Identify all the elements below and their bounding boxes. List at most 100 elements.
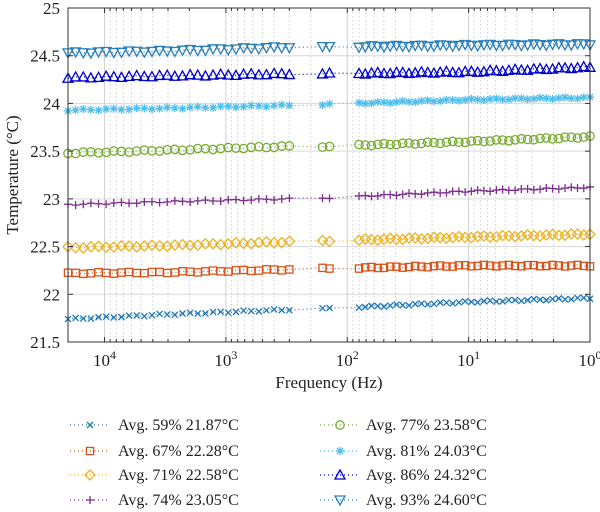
- data-point: [399, 301, 407, 309]
- data-point: [461, 95, 470, 104]
- data-point: [572, 133, 583, 143]
- data-point: [517, 297, 525, 305]
- data-point: [186, 103, 195, 112]
- data-point: [386, 98, 395, 107]
- data-point: [534, 230, 546, 243]
- data-point: [255, 308, 263, 315]
- data-point: [536, 93, 545, 102]
- data-point: [239, 196, 248, 205]
- data-point: [325, 264, 334, 273]
- data-point: [84, 71, 98, 83]
- data-point: [560, 132, 570, 143]
- data-point: [133, 312, 141, 319]
- data-point: [504, 95, 513, 104]
- data-point: [415, 65, 428, 77]
- data-point: [93, 147, 104, 158]
- data-point: [536, 296, 544, 304]
- data-point: [117, 105, 126, 114]
- data-markers: [61, 39, 597, 323]
- data-point: [145, 46, 159, 58]
- data-point: [132, 199, 141, 208]
- data-point: [517, 262, 526, 271]
- data-point: [527, 62, 540, 74]
- data-point: [554, 185, 563, 194]
- data-point: [423, 188, 432, 197]
- data-point: [278, 306, 286, 314]
- data-point: [396, 66, 409, 78]
- data-point: [540, 63, 553, 75]
- data-point: [69, 70, 82, 82]
- x-tick-label: 101: [457, 348, 480, 370]
- data-point: [374, 302, 382, 310]
- data-point: [71, 201, 80, 210]
- data-point: [84, 48, 98, 60]
- data-point: [505, 296, 513, 304]
- data-point: [498, 261, 507, 270]
- data-point: [496, 40, 509, 52]
- data-point: [193, 102, 202, 111]
- data-point: [368, 302, 375, 310]
- data-point: [411, 98, 420, 107]
- data-point: [547, 133, 558, 144]
- data-point: [192, 143, 203, 154]
- data-point: [201, 103, 210, 112]
- data-point: [379, 98, 388, 107]
- data-point: [429, 137, 439, 148]
- data-point: [186, 309, 194, 317]
- data-point: [398, 263, 407, 272]
- data-point: [380, 303, 388, 311]
- data-point: [548, 184, 557, 193]
- data-point: [139, 145, 150, 155]
- data-point: [416, 138, 427, 149]
- data-point: [435, 138, 446, 149]
- data-point: [548, 260, 557, 270]
- data-point: [396, 233, 409, 246]
- data-point: [283, 235, 296, 248]
- data-point: [191, 45, 204, 57]
- data-point: [246, 142, 257, 153]
- data-point: [461, 188, 470, 197]
- data-point: [486, 297, 494, 305]
- data-point: [460, 261, 470, 270]
- data-point: [353, 234, 365, 247]
- data-point: [316, 67, 329, 79]
- data-point: [260, 235, 273, 248]
- data-point: [215, 143, 226, 154]
- data-point: [147, 105, 156, 114]
- data-point: [147, 146, 157, 156]
- data-point: [193, 196, 202, 205]
- legend-item: Avg. 67% 22.28°C: [70, 443, 239, 460]
- data-point: [424, 300, 432, 308]
- data-point: [372, 139, 383, 150]
- data-point: [116, 146, 127, 157]
- legend-marker: [84, 469, 96, 481]
- data-point: [354, 264, 364, 273]
- data-point: [452, 40, 466, 52]
- data-point: [405, 301, 413, 309]
- data-point: [567, 261, 576, 270]
- data-point: [262, 265, 271, 274]
- data-point: [434, 40, 447, 52]
- data-point: [316, 41, 329, 53]
- data-point: [535, 262, 545, 271]
- y-tick-label: 21.5: [30, 333, 60, 352]
- data-point: [155, 104, 164, 113]
- data-point: [397, 138, 408, 149]
- data-point: [100, 46, 113, 58]
- legend-label: Avg. 77% 23.58°C: [366, 417, 487, 434]
- data-point: [361, 99, 370, 108]
- data-point: [498, 95, 507, 104]
- data-point: [71, 106, 80, 115]
- data-point: [367, 99, 376, 108]
- data-point: [404, 262, 414, 272]
- data-point: [558, 40, 572, 52]
- data-point: [147, 197, 156, 206]
- data-point: [323, 66, 336, 78]
- data-point: [402, 67, 416, 79]
- data-point: [163, 310, 171, 318]
- data-point: [579, 93, 588, 102]
- data-point: [421, 41, 434, 53]
- data-point: [373, 191, 382, 200]
- data-point: [102, 105, 111, 114]
